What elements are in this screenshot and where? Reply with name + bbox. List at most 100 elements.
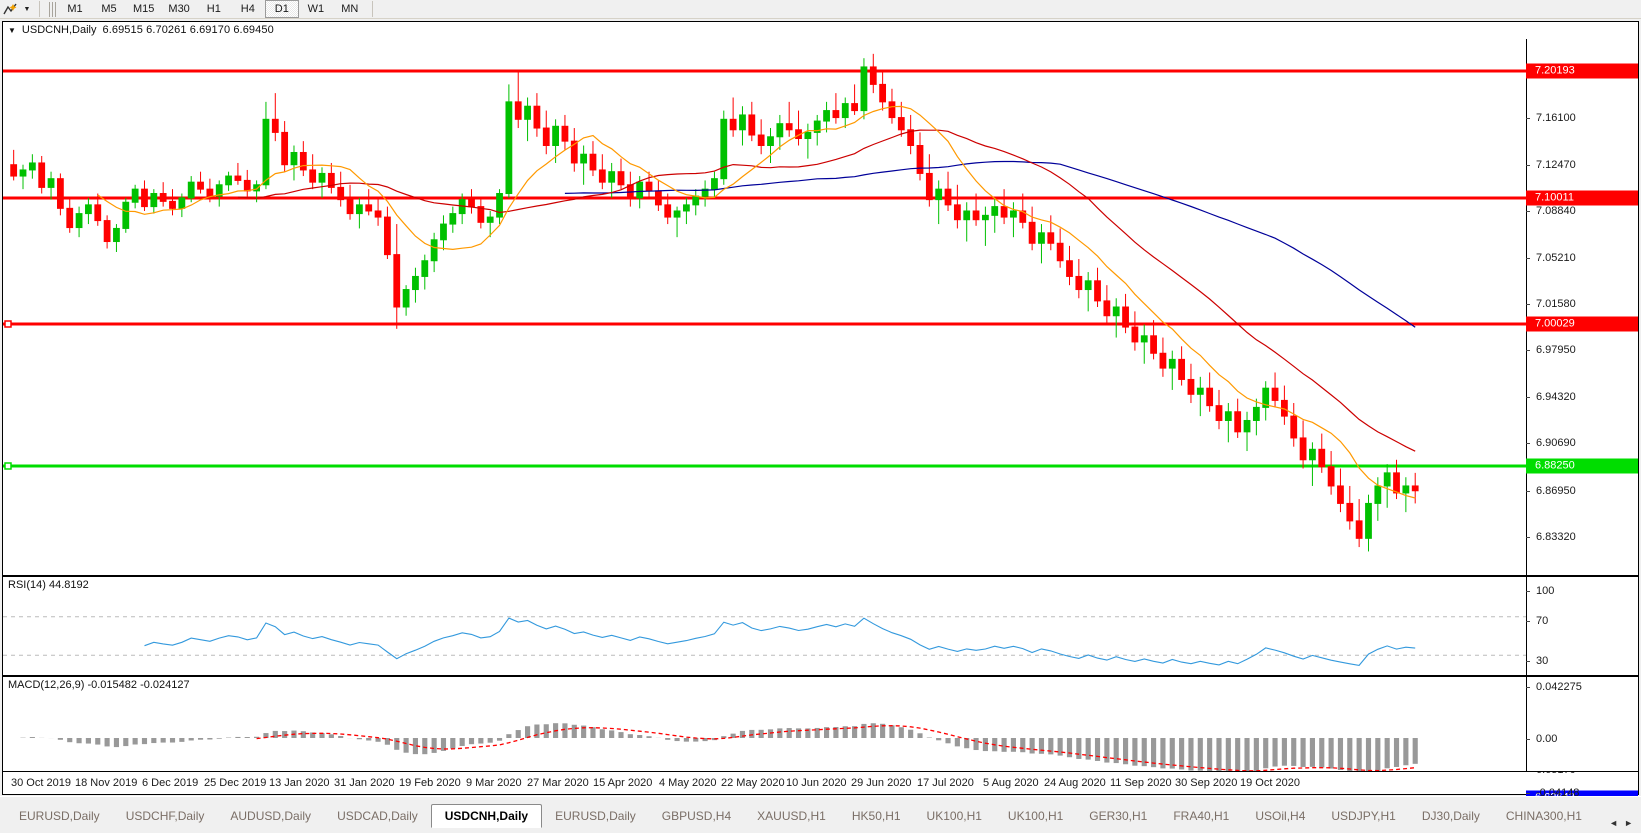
macd-tick: 0.042275 (1526, 681, 1638, 693)
macd-pane[interactable]: MACD(12,26,9) -0.015482 -0.024127 0.0422… (3, 675, 1638, 799)
candlestick-series (3, 53, 1526, 552)
chart-tab-fra40-h1[interactable]: FRA40,H1 (1173, 809, 1230, 823)
price-pane[interactable]: 7.195407.161007.124707.088407.052107.015… (3, 39, 1638, 822)
timeframe-m30[interactable]: M30 (168, 3, 190, 15)
chart-tab-usdjpy-h1[interactable]: USDJPY,H1 (1331, 809, 1396, 823)
resistance-7.00029-label[interactable]: 7.00029 (1526, 316, 1638, 332)
rsi-pane[interactable]: RSI(14) 44.8192 10070300 (3, 575, 1638, 695)
resistance-7.20193-label[interactable]: 7.20193 (1526, 63, 1638, 79)
price-tick: 7.01580 (1526, 298, 1638, 310)
rsi-tick: 30 (1526, 655, 1638, 667)
macd-signal-line (256, 725, 1416, 771)
chart-menu-caret[interactable]: ▼ (8, 25, 16, 35)
timeframe-d1[interactable]: D1 (264, 0, 299, 18)
toolbar-separator (39, 1, 40, 17)
date-tick: 19 Feb 2020 (399, 777, 461, 789)
price-tick: 7.16100 (1526, 112, 1638, 124)
rsi-plot-area[interactable] (3, 577, 1526, 675)
date-tick: 27 Mar 2020 (527, 777, 589, 789)
chart-tabs: EURUSD,Daily USDCHF,Daily AUDUSD,Daily USDC… (0, 804, 1603, 828)
chart-tab-uk100-h1[interactable]: UK100,H1 (926, 809, 982, 823)
macd-series (20, 723, 1418, 771)
rsi-line (144, 617, 1416, 666)
chart-tab-ger30-h1[interactable]: GER30,H1 (1089, 809, 1148, 823)
tab-scroll-controls: ◄ ► (1603, 818, 1641, 833)
macd-tick: 0.00 (1526, 733, 1638, 745)
date-tick: 19 Oct 2020 (1240, 777, 1300, 789)
timeframe-group: M1 M5 M15 M30 H1 H4 D1 W1 MN (58, 0, 367, 19)
date-tick: 15 Apr 2020 (593, 777, 653, 789)
date-tick: 31 Jan 2020 (334, 777, 395, 789)
chart-tab-gbpusd-h4[interactable]: GBPUSD,H4 (661, 809, 732, 823)
date-tick: 18 Nov 2019 (75, 777, 138, 789)
rsi-tick: 70 (1526, 615, 1638, 627)
chart-window: ▼ USDCNH,Daily 6.69515 6.70261 6.69170 6… (2, 21, 1639, 822)
support-6.88250-handle (4, 462, 12, 470)
chart-tab-uk100-h1[interactable]: UK100,H1 (1007, 809, 1064, 823)
price-tick: 7.05210 (1526, 252, 1638, 264)
macd-axis[interactable]: 0.042275 0.00 -0.04148 (1526, 677, 1638, 799)
chart-tab-china300-h1[interactable]: CHINA300,H1 (1505, 809, 1582, 823)
date-tick: 22 May 2020 (721, 777, 785, 789)
timeframe-h4[interactable]: H4 (240, 3, 255, 15)
date-tick: 10 Jun 2020 (786, 777, 847, 789)
date-tick: 13 Jan 2020 (269, 777, 330, 789)
date-tick: 30 Sep 2020 (1175, 777, 1238, 789)
date-tick: 25 Dec 2019 (204, 777, 267, 789)
resistance-7.00029-handle (4, 320, 12, 328)
macd-plot-area[interactable] (3, 677, 1526, 771)
macd-label: MACD(12,26,9) -0.015482 -0.024127 (8, 679, 190, 691)
date-tick: 5 Aug 2020 (983, 777, 1039, 789)
timeframe-m5[interactable]: M5 (101, 3, 117, 15)
timeframe-m15[interactable]: M15 (133, 3, 155, 15)
chart-symbol-label: USDCNH,Daily (21, 24, 97, 36)
top-toolbar: ▼ M1 M5 M15 M30 H1 H4 D1 W1 MN (0, 0, 1641, 19)
timeframe-m1[interactable]: M1 (67, 3, 83, 15)
rsi-tick: 100 (1526, 585, 1638, 597)
date-axis[interactable]: 30 Oct 2019 18 Nov 2019 6 Dec 2019 25 Dec 2… (3, 771, 1638, 794)
timeframe-w1[interactable]: W1 (307, 3, 325, 15)
timeframe-h1[interactable]: H1 (206, 3, 221, 15)
support-6.88250-label[interactable]: 6.88250 (1526, 458, 1638, 474)
date-tick: 11 Sep 2020 (1110, 777, 1172, 789)
price-tick: 6.97950 (1526, 344, 1638, 356)
date-tick: 24 Aug 2020 (1044, 777, 1106, 789)
chart-tab-audusd-daily[interactable]: AUDUSD,Daily (230, 809, 312, 823)
chart-tab-usdcad-daily[interactable]: USDCAD,Daily (337, 809, 418, 823)
tab-scroll-next-icon[interactable]: ► (1624, 818, 1633, 828)
chart-tab-dj30-daily[interactable]: DJ30,Daily (1421, 809, 1480, 823)
chart-tab-bar: EURUSD,Daily USDCHF,Daily AUDUSD,Daily USDC… (0, 796, 1641, 833)
chart-tab-eurusd-daily[interactable]: EURUSD,Daily (555, 809, 636, 823)
chart-tab-usoil-h1[interactable]: USOil,H1 (1595, 805, 1603, 827)
chart-tab-hk50-h1[interactable]: HK50,H1 (851, 809, 901, 823)
date-tick: 30 Oct 2019 (11, 777, 71, 789)
ma-fast-line (97, 105, 1416, 499)
chart-header: ▼ USDCNH,Daily 6.69515 6.70261 6.69170 6… (3, 22, 1638, 38)
date-tick: 9 Mar 2020 (466, 777, 522, 789)
resistance-7.10011-label[interactable]: 7.10011 (1526, 190, 1638, 206)
chart-tab-usoil-h4[interactable]: USOil,H4 (1255, 809, 1306, 823)
toolbar-drag-handle[interactable] (49, 1, 56, 17)
toolbar-dropdown-caret[interactable]: ▼ (23, 5, 31, 13)
price-tick: 7.12470 (1526, 159, 1638, 171)
date-tick: 17 Jul 2020 (917, 777, 974, 789)
price-plot-area[interactable] (3, 39, 1526, 575)
chart-tools-icon[interactable] (0, 1, 20, 18)
price-axis[interactable]: 7.195407.161007.124707.088407.052107.015… (1526, 39, 1638, 822)
chart-tab-usdchf-daily[interactable]: USDCHF,Daily (125, 809, 205, 823)
rsi-label: RSI(14) 44.8192 (8, 579, 89, 591)
ma-mid-line (237, 129, 1416, 452)
chart-tab-eurusd-daily[interactable]: EURUSD,Daily (19, 809, 100, 823)
toolbar-separator-2 (371, 1, 373, 17)
chart-tab-usdcnh-daily[interactable]: USDCNH,Daily (430, 804, 543, 828)
chart-tab-xauusd-h1[interactable]: XAUUSD,H1 (757, 809, 826, 823)
price-tick: 6.94320 (1526, 391, 1638, 403)
tab-scroll-prev-icon[interactable]: ◄ (1609, 818, 1619, 828)
price-tick: 7.08840 (1526, 205, 1638, 217)
rsi-axis[interactable]: 10070300 (1526, 577, 1638, 695)
rsi-series (3, 616, 1526, 666)
timeframe-mn[interactable]: MN (341, 3, 359, 15)
price-tick: 6.83320 (1526, 531, 1638, 543)
ma-slow-line (564, 160, 1416, 328)
